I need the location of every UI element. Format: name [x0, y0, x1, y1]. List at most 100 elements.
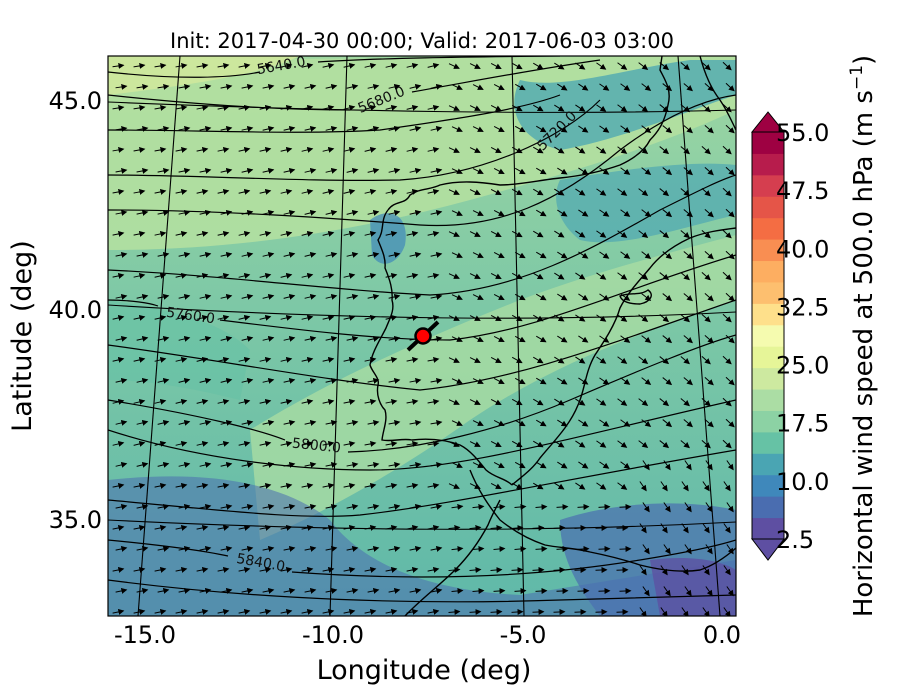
wind-vector-arrow	[511, 482, 523, 490]
wind-vector-arrow	[406, 608, 419, 615]
wind-vector-arrow	[638, 104, 649, 112]
wind-vector-arrow	[283, 461, 296, 468]
wind-vector-arrow	[490, 62, 502, 70]
wind-vector-arrow	[723, 565, 731, 576]
slow-wind-patch-north	[514, 60, 736, 150]
wind-vector-arrow	[599, 125, 610, 133]
wind-vector-arrow	[511, 524, 524, 531]
wind-vector-arrow	[238, 62, 251, 69]
wind-vector-arrow	[304, 377, 317, 384]
wind-vector-arrow	[514, 251, 526, 259]
wind-vector-arrow	[325, 461, 338, 468]
wind-vector-arrow	[262, 167, 275, 174]
wind-vector-arrow	[617, 188, 628, 196]
wind-vector-arrow	[638, 188, 649, 196]
wind-vector-arrow	[557, 167, 568, 175]
wind-vector-arrow	[705, 586, 713, 597]
wind-vector-arrow	[448, 231, 460, 237]
wind-vector-arrow	[322, 104, 335, 111]
wind-vector-arrow	[557, 209, 568, 217]
wind-vector-arrow	[364, 188, 377, 195]
wind-vector-arrow	[536, 293, 547, 301]
wind-vector-arrow	[406, 230, 419, 237]
y-axis-label: Latitude (deg)	[7, 240, 38, 432]
wind-vector-arrow	[388, 209, 401, 216]
colorbar-tick-label: 40.0	[776, 235, 829, 263]
wind-vector-arrow	[154, 566, 167, 573]
wind-vector-arrow	[178, 209, 191, 216]
wind-vector-arrow	[726, 502, 734, 513]
wind-vector-arrow	[514, 587, 527, 594]
wind-vector-arrow	[725, 418, 735, 428]
wind-vector-arrow	[157, 587, 170, 594]
wind-vector-arrow	[575, 398, 586, 406]
wind-vector-arrow	[241, 251, 254, 258]
wind-vector-arrow	[472, 462, 484, 468]
wind-vector-arrow	[343, 608, 356, 615]
wind-vector-arrow	[199, 125, 212, 132]
wind-vector-arrow	[220, 461, 233, 468]
wind-vector-arrow	[262, 251, 275, 258]
figure-title: Init: 2017-04-30 00:00; Valid: 2017-06-0…	[170, 29, 674, 53]
wind-vector-arrow	[641, 209, 652, 217]
wind-vector-arrow	[112, 62, 125, 69]
wind-vector-arrow	[722, 439, 732, 449]
wind-vector-arrow	[451, 84, 463, 90]
wind-vector-arrow	[617, 272, 628, 280]
wind-vector-arrow	[536, 377, 547, 385]
wind-vector-arrow	[259, 356, 272, 363]
wind-vector-arrow	[259, 104, 272, 111]
wind-vector-arrow	[638, 356, 649, 364]
wind-vector-arrow	[725, 292, 735, 302]
wind-vector-arrow	[599, 251, 610, 259]
wind-vector-arrow	[430, 377, 443, 384]
wind-vector-arrow	[427, 440, 440, 447]
wind-vector-arrow	[283, 209, 296, 216]
wind-vector-arrow	[115, 587, 128, 594]
wind-vector-arrow	[680, 314, 690, 323]
wind-vector-arrow	[662, 167, 673, 176]
wind-vector-arrow	[681, 481, 689, 492]
colorbar-segment	[752, 217, 784, 240]
wind-vector-arrow	[726, 460, 734, 471]
wind-vector-arrow	[617, 356, 628, 364]
wind-vector-arrow	[448, 441, 460, 447]
wind-vector-arrow	[175, 482, 188, 489]
wind-vector-arrow	[490, 440, 502, 448]
wind-vector-arrow	[704, 250, 714, 260]
wind-vector-arrow	[683, 125, 693, 134]
wind-vector-arrow	[199, 503, 212, 510]
wind-vector-arrow	[196, 440, 209, 447]
wind-vector-arrow	[196, 524, 209, 531]
wind-vector-arrow	[430, 125, 443, 132]
wind-vector-arrow	[599, 209, 610, 217]
wind-vector-arrow	[325, 167, 338, 174]
wind-vector-arrow	[343, 272, 356, 279]
wind-vector-arrow	[364, 62, 377, 69]
wind-vector-arrow	[409, 125, 422, 132]
wind-vector-arrow	[451, 587, 464, 594]
wind-vector-arrow	[704, 376, 714, 386]
wind-vector-arrow	[280, 146, 293, 153]
wind-vector-arrow	[217, 146, 230, 153]
wind-vector-arrow	[639, 565, 647, 576]
wind-vector-arrow	[490, 398, 502, 406]
colorbar-tick-label: 10.0	[776, 468, 829, 496]
wind-vector-arrow	[536, 251, 547, 259]
wind-vector-arrow	[511, 356, 523, 364]
wind-vector-arrow	[259, 188, 272, 195]
wind-vector-arrow	[388, 335, 401, 342]
wind-vector-arrow	[364, 482, 377, 489]
colorbar-tick-label: 17.5	[776, 410, 829, 438]
wind-vector-arrow	[322, 62, 335, 69]
wind-vector-arrow	[448, 399, 460, 405]
wind-vector-arrow	[259, 314, 272, 321]
wind-vector-arrow	[511, 608, 524, 615]
wind-vector-arrow	[554, 62, 565, 70]
coast-gulf-of-lion	[699, 56, 736, 131]
map-panel: 5640.0 5680.0 5720.0 5760.0 5800.0 5840.…	[7, 55, 741, 686]
wind-vector-arrow	[241, 209, 254, 216]
wind-vector-arrow	[514, 545, 527, 552]
wind-vector-arrow	[238, 146, 251, 153]
wind-vector-arrow	[641, 377, 652, 385]
